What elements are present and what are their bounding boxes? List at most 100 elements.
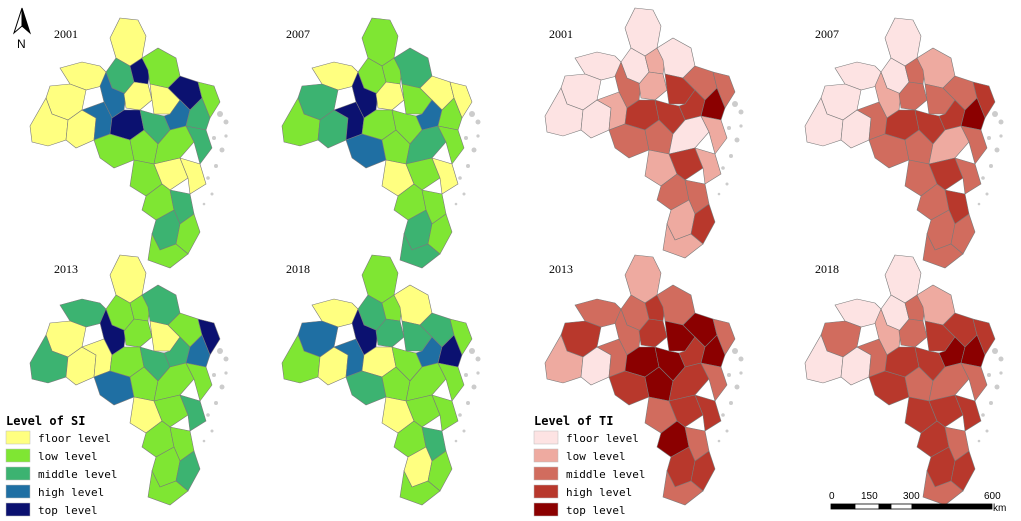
scale-segment-3: [878, 503, 892, 510]
map-region: [922, 470, 964, 506]
map-island: [987, 136, 991, 140]
map-island: [999, 134, 1003, 138]
map-island: [985, 192, 989, 196]
map-year-label: 2018: [286, 262, 310, 276]
map-island: [223, 356, 229, 362]
legend-ti-title: Level of TI: [534, 414, 613, 428]
map-region: [928, 157, 964, 191]
map-region: [405, 394, 441, 428]
legend-swatch: [5, 502, 31, 517]
legend-swatch: [533, 466, 559, 481]
map-region: [608, 123, 650, 159]
map-island: [469, 348, 475, 354]
map-island: [985, 429, 989, 433]
map-island: [471, 384, 477, 390]
map-island: [717, 192, 721, 196]
map-island: [466, 164, 470, 168]
legend-swatch: [5, 430, 31, 445]
map-island: [732, 348, 738, 354]
map-island: [476, 134, 480, 138]
map-island: [202, 439, 206, 443]
map-island: [469, 111, 475, 117]
map-region: [197, 318, 221, 356]
map-island: [725, 182, 729, 186]
maps-layer: 2001 2007 2013 2018 2001 2007 2013 2018: [29, 7, 1004, 506]
map-island: [217, 111, 223, 117]
map-island: [224, 134, 228, 138]
legend-label: middle level: [38, 468, 117, 481]
map-year-label: 2001: [54, 27, 78, 41]
scale-tick-600: 600: [984, 491, 1001, 502]
legend-label: middle level: [566, 468, 645, 481]
map-island: [466, 401, 470, 405]
map-region: [431, 157, 459, 195]
scale-segment-4: [890, 503, 913, 510]
map-island: [214, 164, 218, 168]
map-region: [954, 394, 982, 432]
map-region: [694, 147, 722, 185]
map-island: [464, 373, 468, 377]
map-region: [662, 470, 704, 506]
map-island: [464, 136, 468, 140]
map-region: [153, 157, 189, 191]
scale-tick-150: 150: [861, 491, 878, 502]
map-island: [992, 111, 998, 117]
map-island: [476, 371, 480, 375]
map-island: [721, 413, 725, 417]
legend-label: low level: [38, 450, 98, 463]
map-island: [727, 373, 731, 377]
map-region: [922, 233, 964, 269]
map-island: [994, 147, 1000, 153]
map-island: [729, 154, 733, 158]
map-year-label: 2018: [815, 262, 839, 276]
scale-tick-300: 300: [903, 491, 920, 502]
map-region: [972, 81, 996, 119]
scale-unit: km: [993, 503, 1006, 514]
map-region: [399, 233, 441, 269]
legend-swatch: [533, 502, 559, 517]
map-region: [668, 147, 704, 181]
map-region: [449, 318, 473, 356]
map-island: [462, 192, 466, 196]
map-region: [153, 394, 189, 428]
map-region: [185, 125, 213, 165]
map-region: [668, 394, 704, 428]
map-island: [727, 126, 731, 130]
scale-segment-5: [911, 503, 993, 510]
map-island: [206, 413, 210, 417]
map-island: [992, 348, 998, 354]
map-region: [147, 233, 189, 269]
map-island: [981, 413, 985, 417]
map-region: [972, 318, 996, 356]
map-island: [738, 356, 744, 362]
map-si-2007: 2007: [281, 17, 481, 269]
map-island: [734, 384, 740, 390]
map-region: [399, 470, 441, 506]
map-island: [458, 176, 462, 180]
legend-label: high level: [38, 486, 104, 499]
map-region: [694, 394, 722, 432]
map-island: [977, 439, 981, 443]
map-ti-2007: 2007: [804, 17, 1004, 269]
map-region: [179, 157, 207, 195]
legend-label: floor level: [38, 432, 111, 445]
map-region: [662, 223, 704, 259]
legend-swatch: [533, 484, 559, 499]
map-year-label: 2001: [549, 27, 573, 41]
north-arrow: N: [12, 7, 32, 51]
map-island: [202, 202, 206, 206]
map-region: [608, 370, 650, 406]
map-island: [977, 202, 981, 206]
map-island: [454, 202, 458, 206]
map-island: [989, 164, 993, 168]
legend-label: top level: [38, 504, 98, 517]
map-island: [475, 356, 481, 362]
map-island: [739, 371, 743, 375]
map-island: [729, 401, 733, 405]
map-region: [431, 394, 459, 432]
map-island: [458, 413, 462, 417]
map-island: [738, 109, 744, 115]
legend-swatch: [5, 484, 31, 499]
map-island: [212, 136, 216, 140]
